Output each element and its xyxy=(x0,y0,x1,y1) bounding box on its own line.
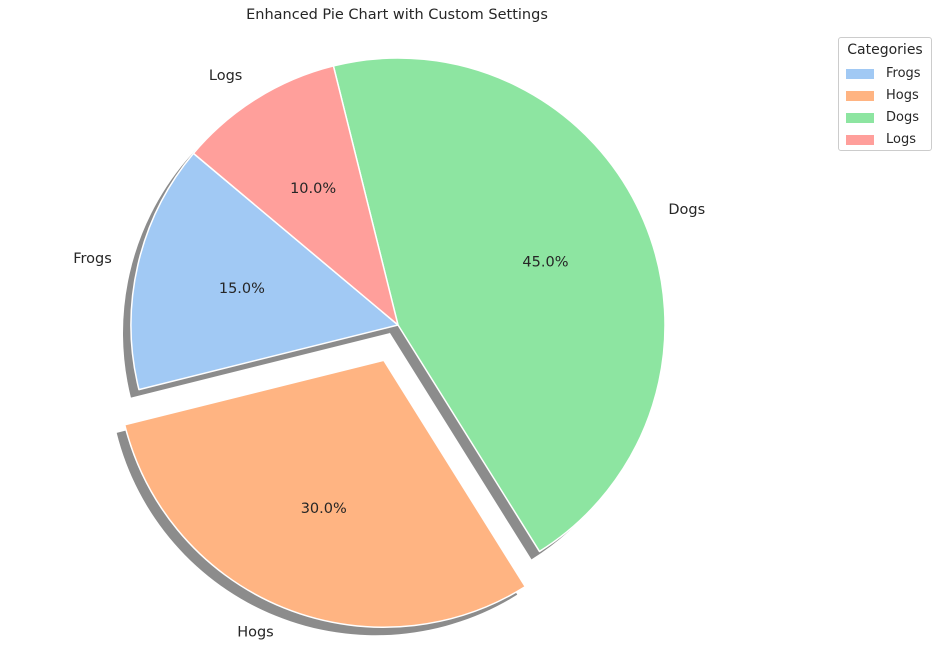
pie-slice-frogs xyxy=(130,152,399,391)
legend-title: Categories xyxy=(847,42,923,58)
legend-swatch-frogs xyxy=(846,69,874,79)
pie-slice-logs xyxy=(192,65,399,326)
legend-label-dogs: Dogs xyxy=(886,110,919,125)
legend-swatch-dogs xyxy=(846,113,874,123)
slice-value-label-frogs: 15.0% xyxy=(219,281,265,297)
slice-category-label-dogs: Dogs xyxy=(668,202,705,218)
legend-item-dogs: Dogs xyxy=(846,110,930,126)
chart-title: Enhanced Pie Chart with Custom Settings xyxy=(246,7,548,23)
legend-swatch-hogs xyxy=(846,91,874,101)
legend: Categories Frogs Hogs Dogs Logs xyxy=(838,37,932,151)
legend-label-frogs: Frogs xyxy=(886,66,921,81)
legend-swatch-logs xyxy=(846,135,874,145)
slice-value-label-dogs: 45.0% xyxy=(522,254,568,270)
legend-item-hogs: Hogs xyxy=(846,88,930,104)
pie-slice-hogs xyxy=(123,359,527,628)
pie-label-layer: 15.0% Frogs 30.0% Hogs 45.0% Dogs 10.0% Logs xyxy=(73,68,705,641)
pie-slice-layer xyxy=(123,57,666,628)
slice-value-label-hogs: 30.0% xyxy=(301,501,347,517)
legend-label-hogs: Hogs xyxy=(886,88,919,103)
legend-item-frogs: Frogs xyxy=(846,66,930,82)
slice-value-label-logs: 10.0% xyxy=(290,181,336,197)
slice-category-label-hogs: Hogs xyxy=(237,625,274,641)
slice-category-label-frogs: Frogs xyxy=(73,251,112,267)
legend-item-logs: Logs xyxy=(846,132,930,148)
slice-category-label-logs: Logs xyxy=(209,68,242,84)
pie-slice-dogs xyxy=(332,57,666,553)
legend-label-logs: Logs xyxy=(886,132,916,147)
